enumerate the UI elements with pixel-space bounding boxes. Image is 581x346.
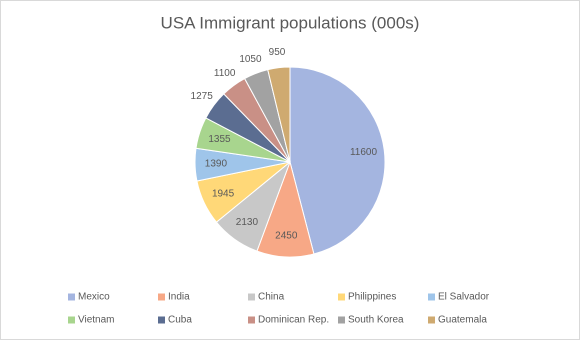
legend-label: Philippines: [348, 292, 396, 303]
legend-swatch: [428, 316, 435, 324]
data-label: 1355: [208, 134, 231, 145]
chart-title: USA Immigrant populations (000s): [161, 13, 420, 32]
data-label: 1945: [212, 188, 235, 199]
legend-swatch: [68, 293, 75, 301]
data-label: 1100: [214, 68, 236, 79]
pie-slice: [267, 66, 291, 163]
data-label: 950: [269, 47, 286, 58]
legend-swatch: [158, 293, 165, 301]
legend-label: Vietnam: [78, 315, 115, 326]
legend-label: China: [258, 292, 285, 303]
legend-label: South Korea: [348, 315, 404, 326]
legend-swatch: [158, 316, 165, 324]
legend-label: Cuba: [168, 315, 192, 326]
data-label: 1390: [205, 159, 228, 170]
data-label: 1275: [191, 91, 214, 102]
pie-slice: [289, 66, 386, 255]
legend-label: El Salvador: [438, 292, 490, 303]
legend-label: Dominican Rep.: [258, 315, 329, 326]
data-label: 11600: [350, 147, 378, 158]
data-label: 1050: [239, 54, 262, 65]
legend-swatch: [68, 316, 75, 324]
legend-label: India: [168, 292, 190, 303]
data-label: 2450: [275, 231, 298, 242]
legend-label: Guatemala: [438, 315, 487, 326]
data-label: 2130: [236, 217, 259, 228]
legend-swatch: [338, 293, 345, 301]
legend-swatch: [428, 293, 435, 301]
legend-swatch: [338, 316, 345, 324]
legend-swatch: [248, 293, 255, 301]
legend-swatch: [248, 316, 255, 324]
legend-label: Mexico: [78, 292, 110, 303]
